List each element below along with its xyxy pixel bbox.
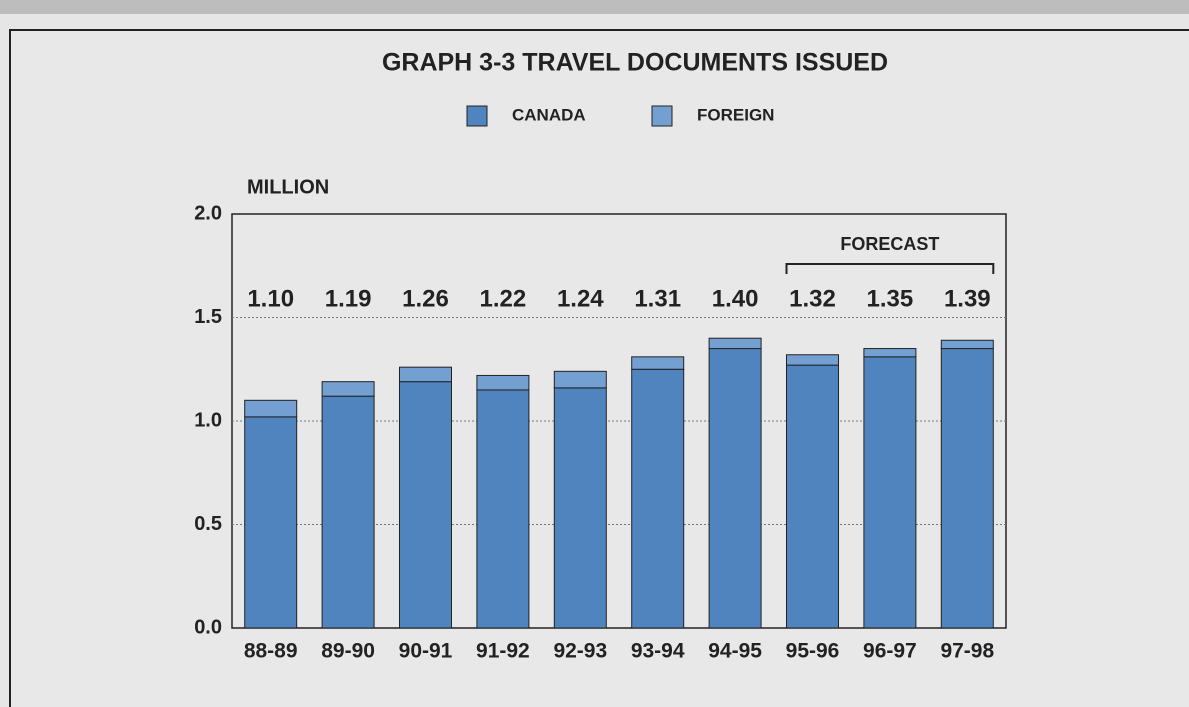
chart-title: GRAPH 3-3 TRAVEL DOCUMENTS ISSUED (382, 49, 888, 77)
bar-segment (863, 348, 917, 358)
bar-segment (786, 364, 839, 629)
total-label: 1.32 (789, 285, 836, 312)
y-tick-label: 0.5 (194, 513, 222, 535)
forecast-label: FORECAST (840, 234, 939, 254)
y-tick-label: 1.5 (194, 306, 222, 328)
x-tick-label: 94-95 (708, 640, 762, 663)
total-label: 1.31 (634, 285, 681, 312)
legend-label: CANADA (512, 105, 586, 124)
bar-segment (321, 381, 375, 397)
bar-segment (399, 366, 452, 383)
legend-swatch (651, 105, 673, 127)
y-tick-label: 1.0 (194, 409, 222, 431)
top-strip (0, 0, 1189, 14)
bar-segment (940, 339, 994, 350)
legend-swatch (466, 105, 488, 127)
x-tick-label: 95-96 (786, 640, 840, 663)
y-tick-label: 0.0 (194, 616, 222, 638)
total-label: 1.19 (325, 285, 372, 312)
x-tick-label: 88-89 (244, 640, 298, 663)
bar-segment (786, 354, 839, 366)
bar-segment (708, 337, 762, 350)
bar-segment (631, 356, 685, 370)
total-label: 1.40 (712, 285, 759, 312)
total-label: 1.35 (867, 285, 914, 312)
bar-segment (631, 368, 685, 629)
bar-segment (321, 395, 375, 629)
total-label: 1.26 (402, 285, 449, 312)
x-tick-label: 92-93 (553, 640, 607, 663)
forecast-bracket (785, 263, 995, 274)
bar-segment (476, 374, 530, 391)
bar-segment (553, 370, 607, 389)
bar-segment (244, 416, 298, 629)
bar-segment (863, 356, 917, 629)
x-tick-label: 91-92 (476, 640, 530, 663)
bar-segment (940, 348, 994, 629)
y-tick-label: 2.0 (194, 202, 222, 224)
total-label: 1.22 (480, 285, 527, 312)
x-tick-label: 97-98 (940, 640, 994, 663)
bar-segment (708, 348, 762, 629)
total-label: 1.24 (557, 285, 604, 312)
y-axis-label: MILLION (247, 176, 329, 198)
bar-segment (399, 381, 452, 629)
total-label: 1.39 (944, 285, 991, 312)
total-label: 1.10 (247, 285, 294, 312)
x-tick-label: 93-94 (631, 640, 685, 663)
bar-segment (476, 389, 530, 629)
bar-segment (244, 399, 298, 418)
legend-label: FOREIGN (697, 105, 774, 124)
x-tick-label: 90-91 (399, 640, 453, 663)
x-tick-label: 96-97 (863, 640, 917, 663)
x-tick-label: 89-90 (321, 640, 375, 663)
bar-segment (553, 387, 607, 629)
